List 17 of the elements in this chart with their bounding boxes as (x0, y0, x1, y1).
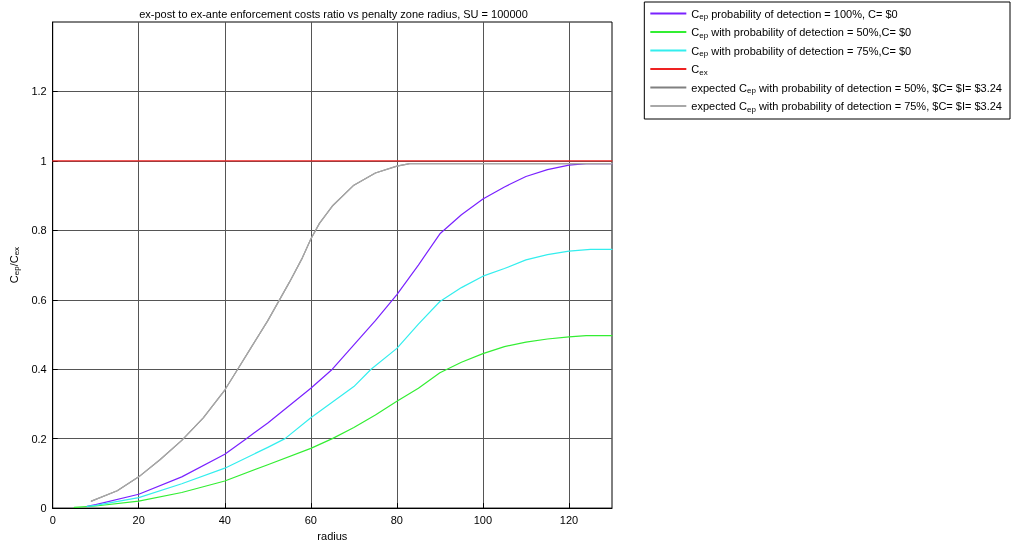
x-tick-label: 80 (390, 513, 404, 526)
chart-title: ex-post to ex-ante enforcement costs ratio vs penalty zone radius, SU = 100000 (139, 7, 528, 20)
y-tick-label: 1.2 (31, 85, 47, 98)
x-tick-label: 100 (473, 513, 493, 526)
x-tick-label: 60 (304, 513, 317, 526)
y-axis-title: Cep/Cex (7, 246, 21, 284)
y-tick-label: 0.2 (31, 432, 47, 445)
y-tick-label: 0.4 (31, 363, 47, 376)
x-axis-title: radius (317, 529, 348, 542)
y-tick-label: 0 (40, 502, 47, 515)
x-tick-label: 120 (559, 513, 579, 526)
x-tick-label: 0 (49, 513, 56, 526)
y-tick-label: 0.6 (31, 293, 47, 306)
x-tick-label: 20 (132, 513, 145, 526)
y-tick-label: 1 (40, 154, 47, 167)
x-tick-label: 40 (218, 513, 231, 526)
y-tick-label: 0.8 (31, 224, 47, 237)
